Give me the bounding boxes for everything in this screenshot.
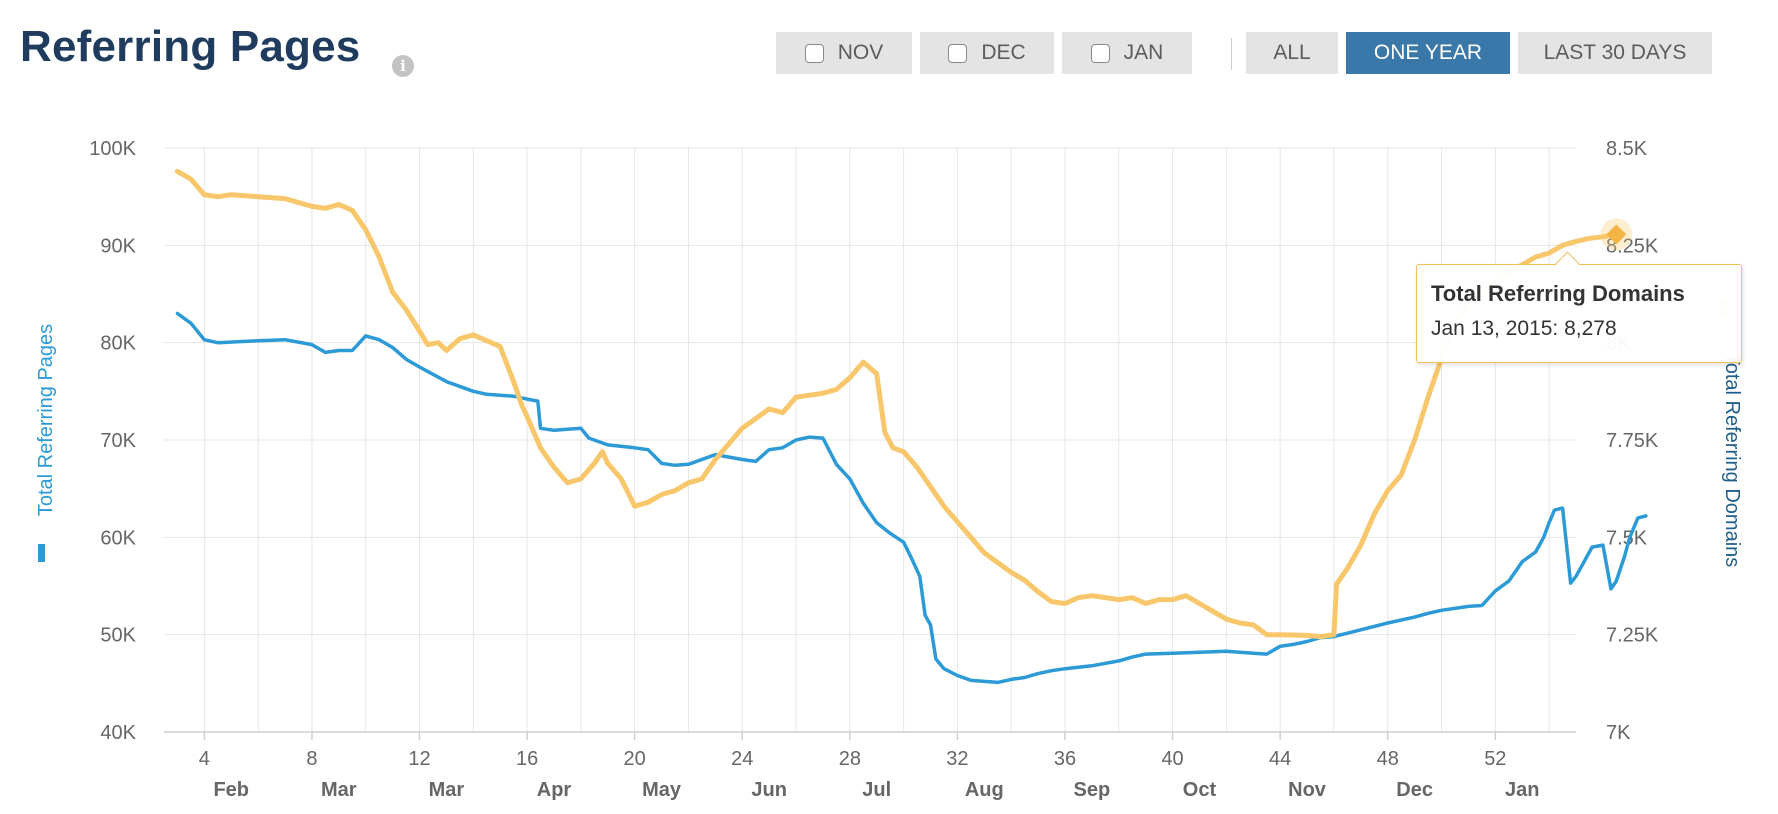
x-tick-label: 40	[1161, 748, 1183, 770]
y-left-tick-label: 90K	[100, 235, 136, 257]
x-tick-label: 20	[624, 748, 646, 770]
y-right-axis-title: Total Referring Domains	[1721, 353, 1743, 568]
x-tick-label: 24	[731, 748, 753, 770]
x-month-label: Sep	[1074, 779, 1111, 801]
checkbox-dec[interactable]	[948, 43, 968, 63]
x-tick-label: 32	[946, 748, 968, 770]
x-month-label: Mar	[429, 779, 465, 801]
range-button-all[interactable]: ALL	[1246, 32, 1338, 74]
y-left-tick-label: 60K	[100, 527, 136, 549]
info-icon[interactable]: i	[392, 55, 414, 77]
range-button-label: ONE YEAR	[1373, 41, 1483, 64]
x-tick-label: 12	[408, 748, 430, 770]
y-right-tick-label: 8.5K	[1606, 138, 1648, 160]
range-button-one-year[interactable]: ONE YEAR	[1346, 32, 1510, 74]
range-button-last-30-days[interactable]: LAST 30 DAYS	[1518, 32, 1712, 74]
range-button-label: ALL	[1273, 41, 1311, 64]
range-button-label: DEC	[981, 41, 1026, 64]
range-button-label: JAN	[1123, 41, 1164, 64]
y-left-axis-title: Total Referring Pages	[35, 324, 57, 516]
chart-tooltip: Total Referring Domains Jan 13, 2015: 8,…	[1416, 251, 1742, 363]
checkbox-jan[interactable]	[1090, 43, 1110, 63]
y-right-tick-label: 7K	[1606, 722, 1631, 744]
x-month-label: Jul	[862, 779, 891, 801]
y-right-tick-label: 7.75K	[1606, 430, 1659, 452]
page-title: Referring Pages	[20, 22, 361, 71]
range-button-jan[interactable]: JAN	[1062, 32, 1192, 74]
y-right-tick-label: 7.5K	[1606, 527, 1648, 549]
range-button-nov[interactable]: NOV	[776, 32, 912, 74]
y-left-tick-label: 100K	[89, 138, 136, 160]
x-month-label: Oct	[1183, 779, 1217, 801]
x-tick-label: 44	[1269, 748, 1291, 770]
x-tick-label: 8	[306, 748, 317, 770]
x-tick-label: 48	[1377, 748, 1399, 770]
y-left-axis-legend-marker	[38, 544, 45, 562]
range-button-dec[interactable]: DEC	[920, 32, 1054, 74]
y-left-tick-label: 40K	[100, 722, 136, 744]
x-month-label: Aug	[965, 779, 1004, 801]
x-tick-label: 28	[839, 748, 861, 770]
y-left-tick-label: 70K	[100, 430, 136, 452]
x-tick-label: 16	[516, 748, 538, 770]
button-separator	[1231, 38, 1232, 70]
x-tick-label: 52	[1484, 748, 1506, 770]
highlight-marker	[1606, 224, 1627, 245]
tooltip-title: Total Referring Domains	[1431, 281, 1685, 306]
range-button-label: NOV	[837, 41, 884, 64]
x-month-label: Jun	[751, 779, 787, 801]
y-right-tick-label: 7.25K	[1606, 625, 1659, 647]
x-month-label: Apr	[537, 779, 572, 801]
y-left-tick-label: 80K	[100, 333, 136, 355]
x-month-label: Mar	[321, 779, 357, 801]
range-button-label: LAST 30 DAYS	[1543, 41, 1687, 64]
x-tick-label: 36	[1054, 748, 1076, 770]
tooltip-body: Jan 13, 2015: 8,278	[1431, 317, 1617, 340]
series-line-referring-pages	[175, 311, 1648, 685]
x-month-label: Jan	[1505, 779, 1539, 801]
y-left-tick-label: 50K	[100, 625, 136, 647]
x-month-label: Dec	[1396, 779, 1433, 801]
checkbox-nov[interactable]	[804, 43, 824, 63]
x-month-label: Nov	[1288, 779, 1327, 801]
x-tick-label: 4	[199, 748, 210, 770]
x-month-label: May	[642, 779, 682, 801]
series-line-referring-domains	[174, 168, 1619, 640]
x-month-label: Feb	[213, 779, 249, 801]
